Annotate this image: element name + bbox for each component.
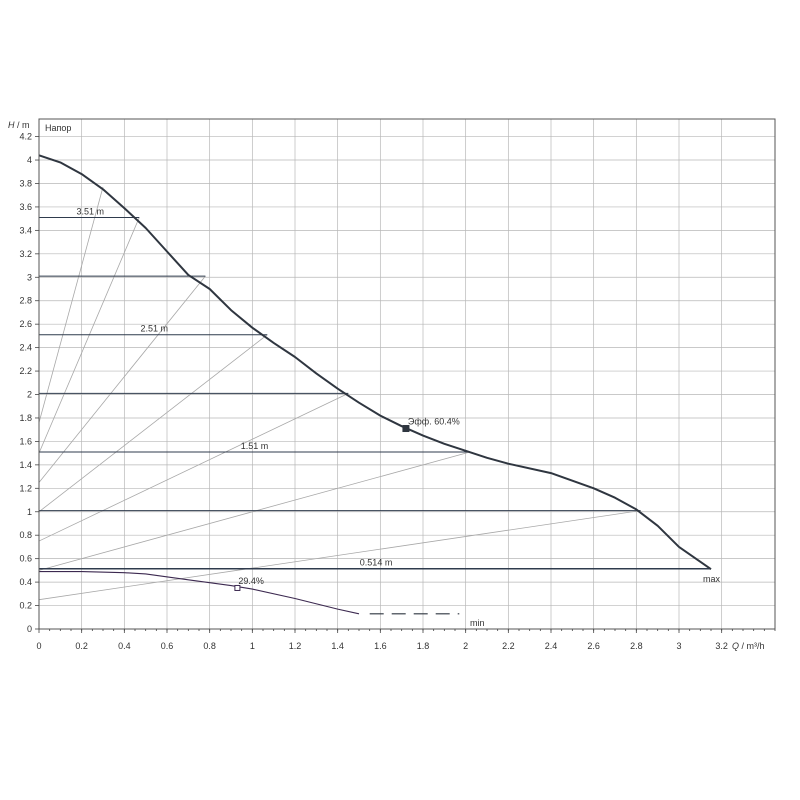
y-tick-label: 1.6 xyxy=(19,436,32,446)
y-tick-label: 1 xyxy=(27,507,32,517)
max-speed-curve xyxy=(38,154,712,571)
operating-points: Эфф. 60.4% 29.4% xyxy=(234,417,460,591)
x-tick-label: 2.8 xyxy=(630,641,643,651)
y-tick-label: 1.4 xyxy=(19,460,32,470)
x-tick-label: 1.8 xyxy=(417,641,430,651)
proportional-pressure-line xyxy=(38,392,349,542)
proportional-pressure-lines xyxy=(38,186,641,601)
x-tick-label: 3.2 xyxy=(715,641,728,651)
proportional-pressure-line xyxy=(38,451,471,571)
x-tick-label: 0.8 xyxy=(203,641,216,651)
x-tick-label: 0.4 xyxy=(118,641,131,651)
y-tick-label: 1.8 xyxy=(19,413,32,423)
x-tick-label: 2 xyxy=(463,641,468,651)
constant-pressure-label: 0.514 m xyxy=(360,558,393,568)
proportional-pressure-line xyxy=(38,510,641,601)
y-axis-label: H / m xyxy=(8,120,30,130)
max-curve-label: max xyxy=(703,574,721,584)
efficiency-point-min-label: 29.4% xyxy=(238,576,264,586)
proportional-pressure-line xyxy=(38,275,206,483)
y-axis-unit: / m xyxy=(15,120,30,130)
y-tick-label: 4.2 xyxy=(19,132,32,142)
constant-pressure-label: 2.51 m xyxy=(140,324,168,334)
efficiency-point-max-label: Эфф. 60.4% xyxy=(408,417,460,427)
x-tick-label: 1.6 xyxy=(374,641,387,651)
plot-frame xyxy=(38,118,776,630)
x-tick-label: 1 xyxy=(250,641,255,651)
y-tick-label: 2 xyxy=(27,390,32,400)
x-tick-label: 1.2 xyxy=(289,641,302,651)
y-tick-label: 4 xyxy=(27,155,32,165)
grid xyxy=(39,119,775,629)
x-tick-label: 1.4 xyxy=(331,641,344,651)
y-tick-label: 0.2 xyxy=(19,601,32,611)
axis-ticks: 0 0.2 0.4 0.6 0.8 1 1.2 1.4 1.6 1.8 2 2.2 2.4 2.6 2.8 3… xyxy=(19,132,776,651)
x-tick-label: 0.6 xyxy=(161,641,174,651)
y-tick-label: 3.2 xyxy=(19,249,32,259)
efficiency-point-min-marker xyxy=(234,584,241,591)
x-tick-label: 2.6 xyxy=(587,641,600,651)
y-tick-label: 3.8 xyxy=(19,178,32,188)
x-axis-symbol: Q xyxy=(732,641,739,651)
min-curve-label: min xyxy=(470,618,485,628)
x-tick-label: 3 xyxy=(676,641,681,651)
efficiency-point-max-marker xyxy=(402,425,410,433)
x-tick-label: 2.2 xyxy=(502,641,515,651)
y-tick-label: 0.6 xyxy=(19,554,32,564)
proportional-pressure-line xyxy=(38,186,104,423)
x-tick-label: 0.2 xyxy=(75,641,88,651)
y-tick-label: 0.4 xyxy=(19,577,32,587)
y-tick-label: 3 xyxy=(27,272,32,282)
x-tick-label: 0 xyxy=(36,641,41,651)
constant-pressure-label: 3.51 m xyxy=(76,206,104,216)
proportional-pressure-line xyxy=(38,217,140,454)
series-label: Напор xyxy=(45,123,71,133)
y-tick-label: 3.6 xyxy=(19,202,32,212)
x-axis-unit: / m³/h xyxy=(739,641,765,651)
proportional-pressure-line xyxy=(38,334,268,513)
y-tick-label: 3.4 xyxy=(19,225,32,235)
y-tick-label: 1.2 xyxy=(19,483,32,493)
min-speed-curve xyxy=(39,571,360,615)
y-tick-label: 2.4 xyxy=(19,343,32,353)
y-tick-label: 0 xyxy=(27,624,32,634)
constant-pressure-levels: 3.51 m 2.51 m 1.51 m 0.514 m xyxy=(39,206,711,570)
pump-curves xyxy=(38,154,712,615)
y-tick-label: 0.8 xyxy=(19,530,32,540)
x-axis-label: Q / m³/h xyxy=(732,641,765,651)
constant-pressure-label: 1.51 m xyxy=(241,441,269,451)
y-tick-label: 2.2 xyxy=(19,366,32,376)
x-tick-label: 2.4 xyxy=(545,641,558,651)
y-axis-symbol: H xyxy=(8,120,15,130)
y-tick-label: 2.8 xyxy=(19,296,32,306)
y-tick-label: 2.6 xyxy=(19,319,32,329)
